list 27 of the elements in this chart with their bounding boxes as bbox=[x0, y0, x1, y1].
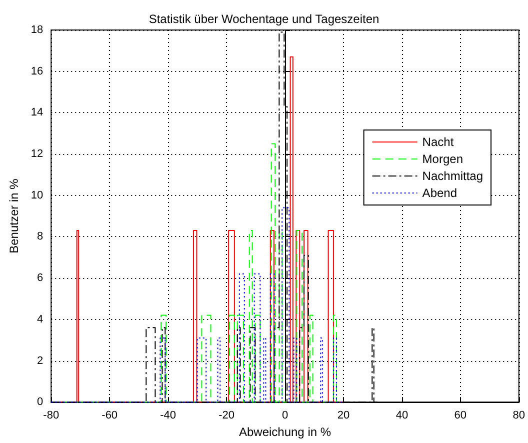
x-tick-label: 0 bbox=[282, 410, 288, 422]
y-tick-label: 12 bbox=[30, 148, 44, 160]
x-tick-label: -40 bbox=[160, 410, 176, 422]
legend-label: Abend bbox=[422, 186, 458, 200]
y-tick-label: 2 bbox=[37, 354, 44, 367]
y-tick-label: 0 bbox=[37, 396, 44, 408]
y-tick-label: 16 bbox=[30, 65, 44, 78]
x-tick-label: 80 bbox=[512, 410, 526, 422]
x-tick-label: -20 bbox=[218, 410, 234, 422]
y-tick-label: 8 bbox=[37, 230, 44, 243]
legend-label: Morgen bbox=[422, 152, 463, 166]
x-axis-title: Abweichung in % bbox=[238, 425, 332, 439]
y-tick-label: 14 bbox=[30, 106, 44, 119]
x-tick-label: 40 bbox=[396, 410, 408, 422]
y-tick-label: 10 bbox=[30, 189, 44, 202]
y-axis-title: Benutzer in % bbox=[7, 178, 21, 254]
y-tick-label: 18 bbox=[30, 24, 44, 36]
y-tick-label: 6 bbox=[37, 272, 44, 284]
x-tick-label: -60 bbox=[102, 410, 118, 422]
legend-label: Nachmittag bbox=[422, 169, 484, 183]
x-tick-label: 60 bbox=[454, 410, 467, 422]
chart-title: Statistik über Wochentage und Tageszeiten bbox=[148, 12, 380, 26]
legend-label: Nacht bbox=[422, 135, 454, 149]
line-series bbox=[50, 207, 344, 403]
x-tick-label: 20 bbox=[337, 410, 350, 422]
y-tick-label: 4 bbox=[37, 313, 44, 326]
x-tick-label: -80 bbox=[43, 410, 60, 422]
